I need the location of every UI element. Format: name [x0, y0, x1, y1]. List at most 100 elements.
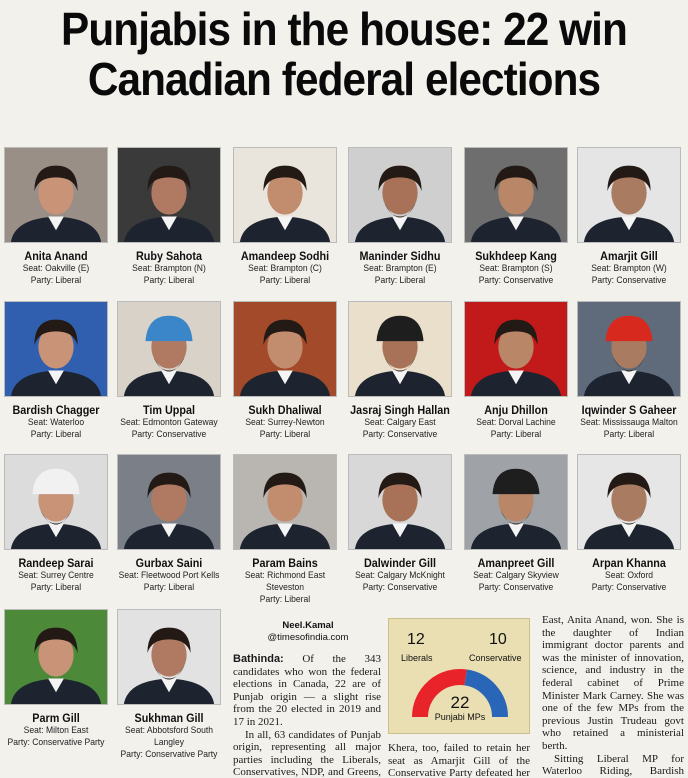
candidate-party: Party: Liberal — [259, 429, 311, 440]
candidate-seat: Seat: Richmond East Steveston — [244, 570, 326, 593]
article-column-1: Bathinda: Of the 343 candidates who won … — [233, 653, 381, 778]
candidate-name: Tim Uppal — [142, 403, 196, 417]
candidate-card: Randeep Sarai Seat: Surrey Centre Party:… — [0, 454, 112, 594]
candidate-card: Bardish Chagger Seat: Waterloo Party: Li… — [0, 301, 112, 441]
candidate-photo — [233, 147, 337, 243]
candidate-photo — [4, 147, 108, 243]
candidate-seat: Seat: Brampton (S) — [479, 263, 553, 274]
article-col3-para1: East, Anita Anand, won. She is the daugh… — [542, 614, 684, 752]
gauge-conservative-arc — [464, 669, 508, 718]
candidate-party: Party: Conservative — [362, 429, 438, 440]
article-column-2: Khera, too, failed to retain her seat as… — [388, 742, 530, 778]
candidate-name: Sukh Dhaliwal — [248, 403, 322, 417]
candidate-seat: Seat: Waterloo — [27, 417, 85, 428]
candidate-photo — [4, 454, 108, 550]
candidate-seat: Seat: Surrey Centre — [18, 570, 94, 581]
candidate-name: Maninder Sidhu — [359, 249, 441, 263]
infobox-gauge — [412, 669, 508, 718]
candidate-photo — [348, 147, 452, 243]
candidate-card: Sukh Dhaliwal Seat: Surrey-Newton Party:… — [229, 301, 341, 441]
candidate-party: Party: Conservative — [478, 582, 554, 593]
candidate-name: Bardish Chagger — [12, 403, 100, 417]
candidate-photo — [117, 301, 221, 397]
candidate-card: Dalwinder Gill Seat: Calgary McKnight Pa… — [344, 454, 456, 594]
candidate-card: Sukhman Gill Seat: Abbotsford South Lang… — [113, 609, 225, 761]
gauge-liberals-arc — [412, 669, 467, 718]
candidate-seat: Seat: Calgary Skyview — [473, 570, 559, 581]
candidate-seat: Seat: Brampton (C) — [248, 263, 322, 274]
infobox-conservative-label: Conservative — [469, 653, 522, 663]
candidate-seat: Seat: Calgary East — [364, 417, 436, 428]
candidate-card: Sukhdeep Kang Seat: Brampton (S) Party: … — [460, 147, 572, 287]
candidate-party: Party: Conservative — [591, 582, 667, 593]
candidate-card: Amarjit Gill Seat: Brampton (W) Party: C… — [573, 147, 685, 287]
article-col2-para1: Khera, too, failed to retain her seat as… — [388, 742, 530, 778]
candidate-seat: Seat: Surrey-Newton — [245, 417, 325, 428]
candidate-name: Dalwinder Gill — [363, 556, 436, 570]
byline: Neel.Kamal @timesofindia.com — [233, 620, 383, 644]
infobox-total-count: 22 — [450, 693, 470, 712]
candidate-photo — [464, 454, 568, 550]
candidate-party: Party: Conservative — [131, 429, 207, 440]
byline-handle: @timesofindia.com — [267, 632, 349, 643]
candidate-card: Param Bains Seat: Richmond East Stevesto… — [229, 454, 341, 606]
article-col1-para1: Of the 343 candidates who won the federa… — [233, 653, 382, 728]
candidate-photo — [117, 609, 221, 705]
candidate-name: Sukhman Gill — [134, 711, 204, 725]
candidate-party: Party: Liberal — [30, 582, 82, 593]
candidate-card: Amandeep Sodhi Seat: Brampton (C) Party:… — [229, 147, 341, 287]
candidate-party: Party: Liberal — [259, 594, 311, 605]
candidate-name: Anita Anand — [24, 249, 88, 263]
candidate-name: Anju Dhillon — [484, 403, 548, 417]
candidate-card: Anju Dhillon Seat: Dorval Lachine Party:… — [460, 301, 572, 441]
candidate-party: Party: Conservative — [478, 275, 554, 286]
candidate-seat: Seat: Abbotsford South Langley — [125, 725, 213, 748]
candidate-seat: Seat: Oakville (E) — [22, 263, 90, 274]
candidate-name: Amandeep Sodhi — [240, 249, 330, 263]
article-col3-para2: Sitting Liberal MP for Waterloo Riding, … — [542, 752, 684, 778]
candidate-name: Amanpreet Gill — [477, 556, 555, 570]
candidate-party: Party: Liberal — [259, 275, 311, 286]
candidate-name: Randeep Sarai — [18, 556, 94, 570]
infobox-total-label: Punjabi MPs — [434, 712, 486, 722]
dateline: Bathinda: — [233, 653, 284, 665]
candidate-photo — [464, 301, 568, 397]
infobox-liberals-count: 12 — [407, 631, 425, 648]
candidate-party: Party: Liberal — [30, 429, 82, 440]
candidate-card: Maninder Sidhu Seat: Brampton (E) Party:… — [344, 147, 456, 287]
candidate-card: Arpan Khanna Seat: Oxford Party: Conserv… — [573, 454, 685, 594]
candidate-card: Gurbax Saini Seat: Fleetwood Port Kells … — [113, 454, 225, 594]
candidate-photo — [117, 147, 221, 243]
candidate-name: Ruby Sahota — [135, 249, 203, 263]
candidate-seat: Seat: Calgary McKnight — [355, 570, 445, 581]
candidate-photo — [348, 301, 452, 397]
candidate-photo — [233, 301, 337, 397]
candidate-card: Ruby Sahota Seat: Brampton (N) Party: Li… — [113, 147, 225, 287]
candidate-party: Party: Liberal — [30, 275, 82, 286]
candidate-party: Party: Conservative — [591, 275, 667, 286]
candidate-card: Tim Uppal Seat: Edmonton Gateway Party: … — [113, 301, 225, 441]
candidate-party: Party: Conservative Party — [120, 749, 218, 760]
candidate-party: Party: Liberal — [603, 429, 655, 440]
candidate-card: Iqwinder S Gaheer Seat: Mississauga Malt… — [573, 301, 685, 441]
candidate-card: Amanpreet Gill Seat: Calgary Skyview Par… — [460, 454, 572, 594]
infobox-conservative-count: 10 — [489, 631, 507, 648]
candidate-seat: Seat: Mississauga Malton — [580, 417, 678, 428]
headline-line-2: Canadian federal elections — [87, 53, 601, 105]
candidate-card: Parm Gill Seat: Milton East Party: Conse… — [0, 609, 112, 749]
candidate-name: Jasraj Singh Hallan — [350, 403, 450, 417]
headline-line-1: Punjabis in the house: 22 win — [61, 3, 628, 55]
article-column-3: East, Anita Anand, won. She is the daugh… — [542, 614, 684, 778]
candidate-seat: Seat: Brampton (E) — [363, 263, 437, 274]
candidate-photo — [4, 301, 108, 397]
candidate-photo — [464, 147, 568, 243]
candidate-party: Party: Conservative — [362, 582, 438, 593]
candidate-photo — [233, 454, 337, 550]
candidate-photo — [577, 454, 681, 550]
candidate-seat: Seat: Brampton (N) — [132, 263, 206, 274]
candidate-seat: Seat: Oxford — [604, 570, 654, 581]
candidate-name: Param Bains — [252, 556, 318, 570]
candidate-seat: Seat: Dorval Lachine — [476, 417, 556, 428]
candidate-seat: Seat: Milton East — [23, 725, 89, 736]
candidate-seat: Seat: Fleetwood Port Kells — [118, 570, 220, 581]
